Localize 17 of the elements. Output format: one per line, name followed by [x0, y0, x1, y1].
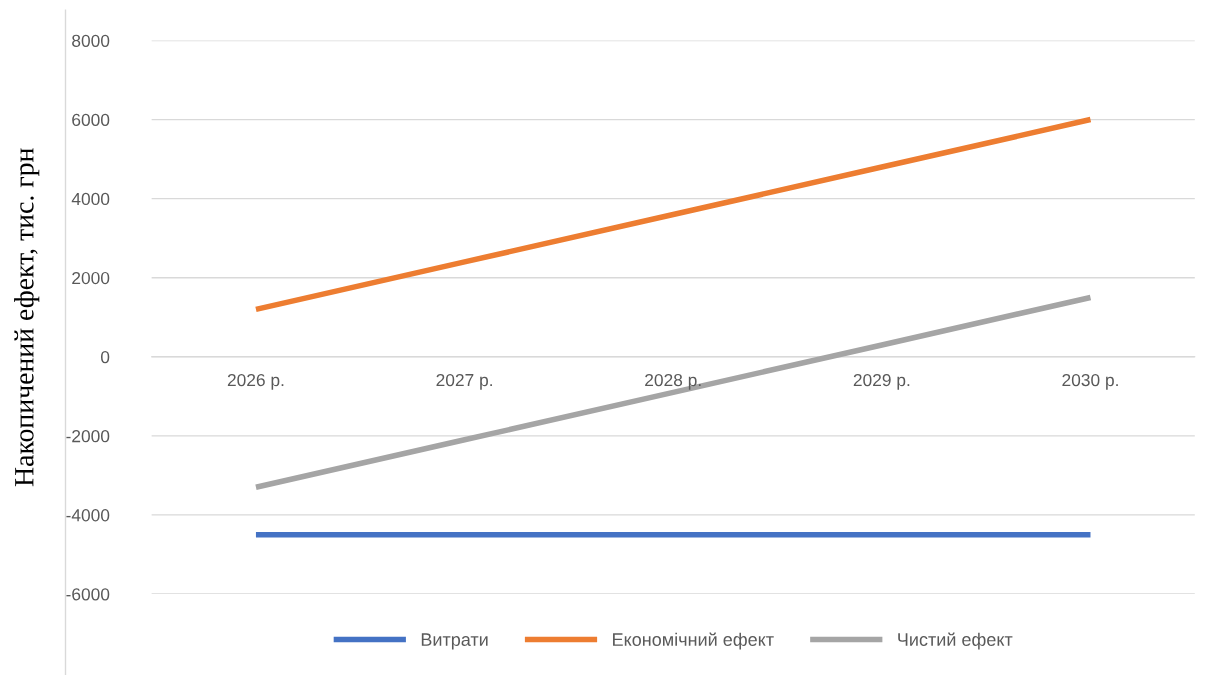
x-tick-label: 2028 р. — [645, 373, 701, 390]
y-tick-label: -4000 — [66, 509, 110, 522]
y-tick-label: 8000 — [72, 34, 110, 47]
x-tick-label: 2026 р. — [227, 373, 284, 390]
y-tick-label: 6000 — [72, 113, 110, 127]
x-tick-label: 2029 р. — [853, 373, 910, 390]
y-tick-label: -6000 — [66, 588, 110, 601]
y-axis-title: Накопичений ефект, тис. грн — [14, 148, 40, 487]
x-tick-label: 2030 р. — [1062, 373, 1118, 390]
y-tick-label: 0 — [100, 350, 110, 364]
x-tick-label: 2027 р. — [436, 373, 492, 390]
legend-label: Чистий ефект — [898, 632, 1013, 650]
y-tick-label: 4000 — [71, 192, 110, 206]
legend-label: Витрати — [421, 633, 488, 650]
y-tick-label: 2000 — [72, 271, 110, 285]
y-tick-label: -2000 — [66, 430, 110, 443]
legend-label: Економічний ефект — [613, 632, 774, 650]
